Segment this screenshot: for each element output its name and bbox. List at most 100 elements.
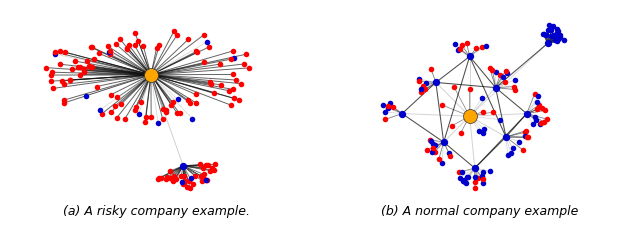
Point	[378, 103, 388, 107]
Point	[413, 77, 424, 81]
Point	[531, 100, 541, 104]
Point	[185, 186, 195, 190]
Point	[461, 41, 472, 45]
Point	[110, 104, 120, 108]
Point	[552, 31, 562, 35]
Point	[138, 44, 148, 48]
Point	[195, 163, 205, 166]
Point	[59, 82, 69, 86]
Point	[532, 107, 542, 111]
Point	[55, 49, 65, 53]
Point	[165, 169, 175, 173]
Point	[78, 70, 88, 74]
Point	[458, 178, 468, 182]
Point	[204, 45, 214, 49]
Point	[539, 120, 549, 124]
Point	[198, 176, 209, 180]
Point	[171, 177, 181, 181]
Point	[550, 38, 560, 42]
Point	[154, 43, 164, 47]
Point	[552, 33, 563, 37]
Point	[122, 46, 132, 50]
Point	[509, 78, 520, 82]
Point	[546, 35, 556, 38]
Point	[487, 68, 497, 72]
Point	[79, 67, 90, 71]
Point	[537, 106, 547, 109]
Point	[460, 180, 470, 184]
Point	[495, 118, 505, 122]
Point	[470, 166, 480, 170]
Point	[75, 73, 85, 77]
Point	[59, 98, 69, 102]
Point	[179, 182, 189, 186]
Point	[528, 122, 538, 126]
Point	[79, 69, 89, 72]
Point	[477, 96, 488, 99]
Point	[541, 34, 551, 37]
Point	[41, 66, 51, 69]
Point	[193, 50, 203, 54]
Point	[522, 112, 532, 115]
Point	[228, 88, 239, 91]
Point	[477, 45, 487, 49]
Point	[106, 93, 116, 97]
Point	[227, 57, 237, 61]
Point	[176, 174, 186, 178]
Point	[465, 87, 475, 91]
Point	[106, 49, 116, 53]
Point	[209, 169, 219, 172]
Point	[471, 46, 481, 50]
Point	[57, 79, 67, 83]
Point	[124, 43, 134, 47]
Point	[146, 115, 156, 119]
Point	[239, 62, 250, 66]
Point	[518, 148, 528, 152]
Point	[161, 175, 172, 179]
Point	[72, 65, 83, 69]
Point	[153, 177, 163, 181]
Point	[199, 173, 209, 176]
Point	[45, 73, 56, 77]
Point	[522, 136, 532, 139]
Point	[166, 103, 177, 107]
Point	[462, 175, 472, 179]
Point	[445, 154, 456, 158]
Point	[86, 45, 96, 49]
Point	[202, 178, 212, 182]
Point	[556, 34, 566, 37]
Point	[183, 99, 193, 102]
Point	[542, 117, 552, 121]
Point	[436, 103, 447, 107]
Point	[428, 142, 438, 146]
Point	[470, 180, 480, 184]
Point	[97, 112, 107, 116]
Point	[478, 170, 488, 174]
Point	[425, 138, 435, 142]
Point	[204, 163, 214, 167]
Point	[115, 37, 125, 41]
Point	[152, 46, 162, 50]
Point	[454, 47, 465, 51]
Point	[454, 170, 465, 174]
Point	[470, 186, 480, 190]
Point	[510, 88, 520, 91]
Point	[141, 115, 151, 119]
Point	[229, 56, 239, 60]
Point	[456, 43, 467, 47]
Point	[182, 185, 192, 188]
Point	[184, 179, 194, 183]
Point	[481, 44, 491, 48]
Text: (a) A risky company example.: (a) A risky company example.	[63, 205, 250, 218]
Text: (b) A normal company example: (b) A normal company example	[381, 205, 579, 218]
Point	[172, 34, 182, 37]
Point	[207, 166, 218, 170]
Point	[463, 175, 474, 179]
Point	[111, 42, 121, 46]
Point	[227, 49, 237, 53]
Point	[46, 79, 56, 83]
Point	[498, 75, 508, 79]
Point	[234, 98, 244, 102]
Point	[48, 87, 58, 90]
Point	[224, 89, 234, 93]
